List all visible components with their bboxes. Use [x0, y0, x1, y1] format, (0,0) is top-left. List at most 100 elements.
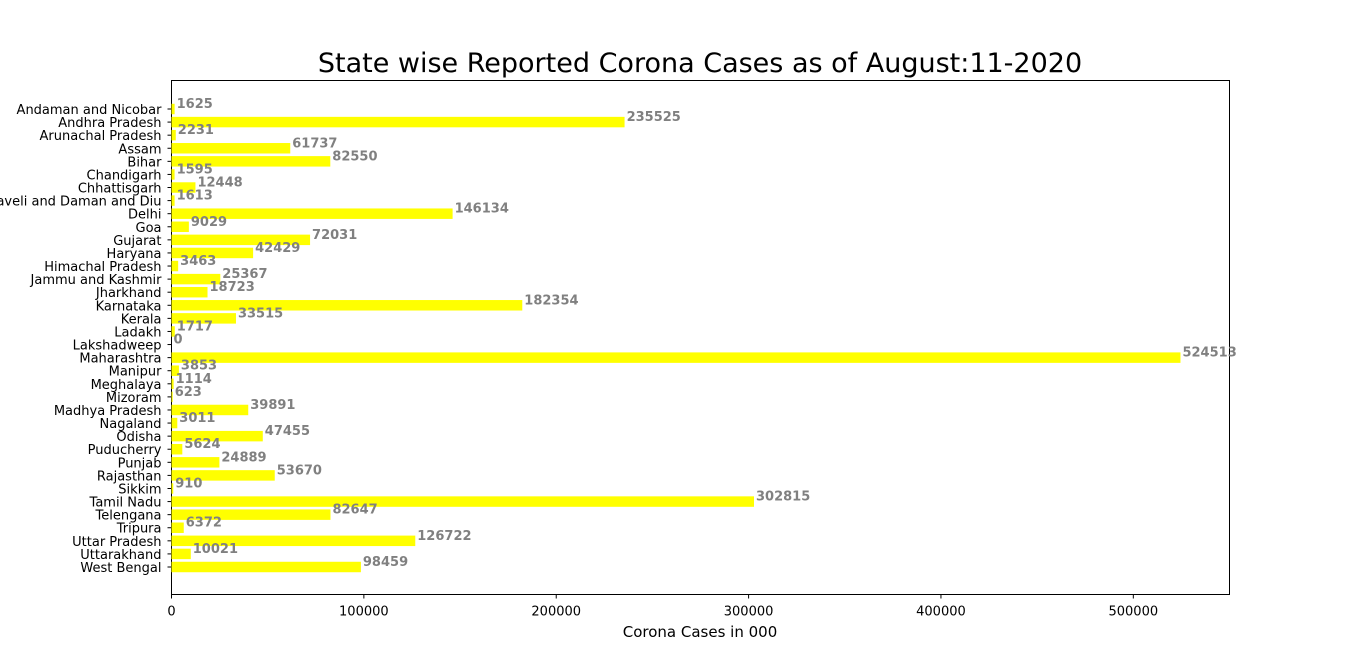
- data-label: 1717: [177, 319, 213, 334]
- y-tick-label: Uttarakhand: [80, 548, 161, 563]
- y-tick-label: Bihar: [127, 155, 162, 170]
- data-label: 39891: [250, 398, 295, 413]
- bar: [171, 378, 174, 390]
- data-label: 3853: [181, 359, 217, 374]
- data-label: 1595: [177, 162, 213, 177]
- bar: [171, 522, 184, 533]
- y-tick-label: Assam: [118, 142, 161, 157]
- y-tick-label: Puducherry: [88, 443, 162, 458]
- bar: [171, 143, 291, 154]
- y-tick-label: Gujarat: [113, 234, 161, 249]
- x-tick-label: 400000: [916, 605, 966, 620]
- y-tick-label: Chandigarh: [87, 168, 162, 183]
- data-label: 1114: [176, 372, 212, 387]
- data-label: 3463: [180, 254, 216, 269]
- y-tick-label: Haryana: [107, 247, 162, 262]
- data-label: 47455: [265, 424, 310, 439]
- bar: [171, 169, 175, 180]
- bar: [171, 326, 175, 337]
- data-label: 25367: [222, 267, 267, 282]
- data-label: 98459: [363, 555, 408, 570]
- bar: [171, 286, 208, 298]
- y-tick-label: West Bengal: [80, 561, 161, 576]
- bar: [171, 561, 361, 573]
- data-label: 1625: [177, 97, 213, 112]
- y-tick-label: Arunachal Pradesh: [40, 129, 162, 144]
- x-axis-ticks: 0 100000 200000 300000 400000 500000: [167, 594, 1158, 620]
- x-axis-label: Corona Cases in 000: [623, 623, 778, 641]
- bars-group: [171, 103, 1181, 573]
- bar: [171, 483, 174, 494]
- bar: [171, 548, 191, 560]
- bar: [171, 247, 254, 259]
- data-label: 5624: [184, 437, 220, 452]
- data-label: 72031: [312, 228, 357, 243]
- y-tick-label: Karnataka: [96, 299, 162, 314]
- x-tick-label: 500000: [1108, 605, 1158, 620]
- y-tick-label: Odisha: [116, 430, 161, 445]
- bar: [171, 260, 179, 272]
- bar: [171, 182, 196, 193]
- bar: [171, 365, 179, 376]
- y-tick-label: Jammu and Kashmir: [30, 273, 163, 288]
- bar: [171, 129, 176, 141]
- bar: [171, 208, 453, 219]
- data-label: 42429: [255, 241, 300, 256]
- y-tick-label: Ladakh: [114, 325, 161, 340]
- bar: [171, 103, 175, 115]
- bar: [171, 417, 178, 429]
- chart-title: State wise Reported Corona Cases as of A…: [318, 48, 1082, 79]
- bar: [171, 273, 221, 285]
- y-tick-label: Tamil Nadu: [89, 496, 162, 511]
- data-label: 53670: [277, 463, 322, 478]
- data-label: 24889: [221, 450, 266, 465]
- y-tick-label: Andaman and Nicobar: [17, 103, 163, 118]
- bar: [171, 430, 263, 442]
- plot-area-frame: [171, 80, 1230, 595]
- data-label: 18723: [210, 280, 255, 295]
- data-label: 0: [174, 333, 183, 348]
- y-tick-label: Andhra Pradesh: [58, 116, 161, 131]
- data-label: 524513: [1182, 346, 1236, 361]
- y-tick-label: Manipur: [109, 365, 163, 380]
- y-tick-label: Jharkhand: [95, 286, 162, 301]
- y-tick-label: Maharashtra: [79, 352, 161, 367]
- y-tick-label: Tripura: [116, 522, 162, 537]
- data-label: 182354: [524, 293, 578, 308]
- data-label: 2231: [178, 123, 214, 138]
- data-label: 910: [175, 476, 202, 491]
- bar: [171, 404, 249, 416]
- data-label: 302815: [756, 490, 810, 505]
- y-tick-label: Himachal Pradesh: [44, 260, 161, 275]
- data-label: 33515: [238, 306, 283, 321]
- y-tick-label: Goa: [136, 221, 162, 236]
- data-label: 6372: [186, 516, 222, 531]
- data-label: 10021: [193, 542, 238, 557]
- bar: [171, 470, 275, 481]
- y-tick-label: Sikkim: [118, 482, 161, 497]
- data-label: 9029: [191, 215, 227, 230]
- data-label: 82550: [332, 149, 377, 164]
- x-tick-label: 100000: [339, 605, 389, 620]
- x-tick-label: 0: [167, 605, 175, 620]
- y-tick-label: Nagaland: [100, 417, 162, 432]
- y-tick-label: Lakshadweep: [73, 339, 162, 354]
- data-label: 61737: [292, 136, 337, 151]
- bar: [171, 352, 1181, 363]
- y-tick-label: Madhya Pradesh: [54, 404, 162, 419]
- data-label: 3011: [179, 411, 215, 426]
- x-tick-label: 300000: [724, 605, 774, 620]
- bar: [171, 313, 236, 324]
- bar: [171, 116, 625, 128]
- bar: [171, 300, 523, 311]
- bar: [171, 391, 173, 403]
- y-tick-label: Kerala: [121, 312, 162, 327]
- data-label: 126722: [417, 529, 471, 544]
- data-label: 82647: [332, 503, 377, 518]
- bar: [171, 443, 183, 455]
- data-label: 12448: [197, 176, 242, 191]
- bar: [171, 234, 311, 246]
